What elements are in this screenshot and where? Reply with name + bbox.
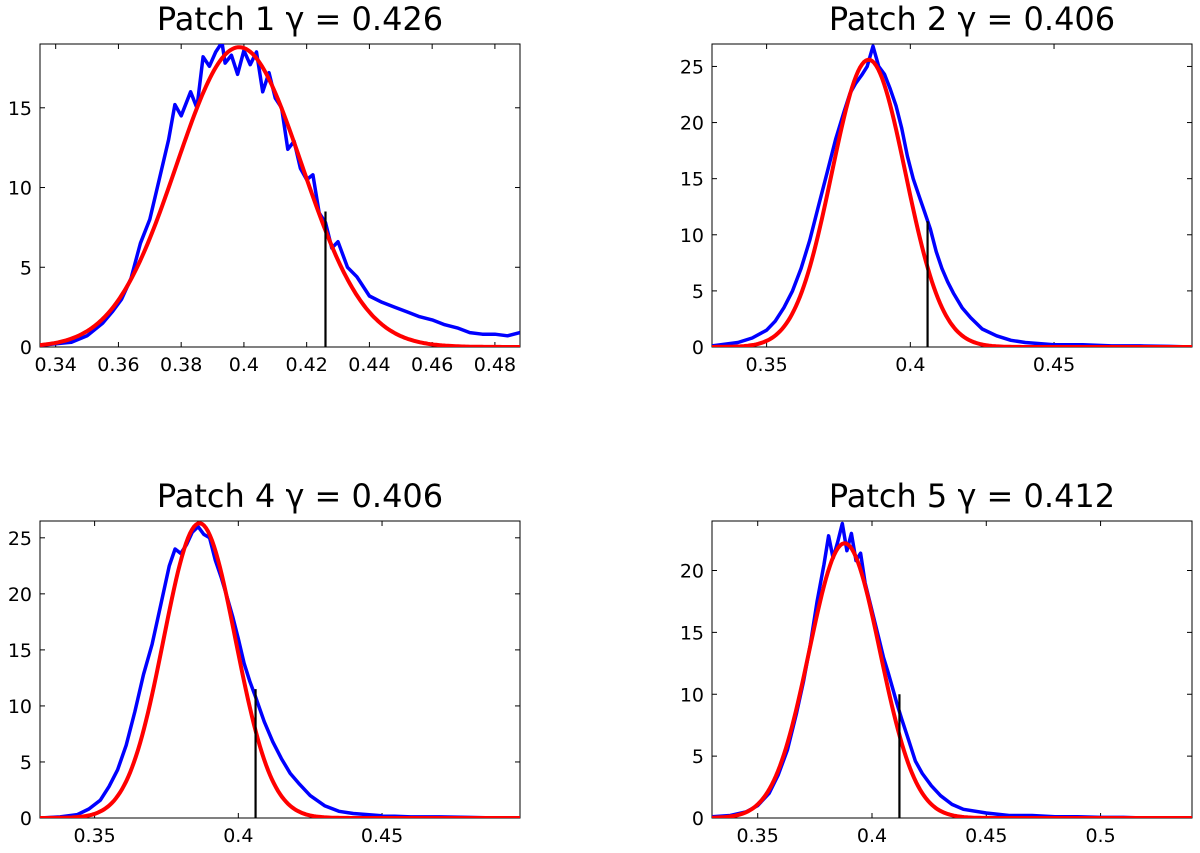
panel-2: Patch 2 γ = 0.406 0.35 0.4 0.45 0 5 10 15 20 25: [680, 0, 1193, 376]
axes-frame: [39, 520, 521, 819]
y-tick-label: 25: [680, 56, 704, 78]
x-tick-label: 0.34: [35, 354, 77, 376]
y-tick-label: 20: [680, 113, 704, 135]
y-tick-label: 25: [8, 528, 32, 550]
x-tick-label: 0.35: [745, 354, 787, 376]
y-tick-label: 10: [8, 696, 32, 718]
x-tick-label: 0.38: [160, 354, 202, 376]
y-tick-label: 15: [8, 98, 32, 120]
axes-frame: [711, 43, 1193, 348]
x-tick-label: 0.4: [895, 354, 925, 376]
x-tick-label: 0.35: [73, 825, 115, 847]
x-tick-label: 0.48: [474, 354, 516, 376]
panel-4: Patch 5 γ = 0.412 0.35 0.4 0.45 0.5 0 5 10 15 20: [680, 477, 1193, 847]
x-tick-label: 0.5: [1085, 825, 1115, 847]
gaussian-fit-line: [712, 541, 1192, 818]
x-tick-label: 0.4: [857, 825, 887, 847]
x-tick-label: 0.4: [223, 825, 253, 847]
x-tick-label: 0.45: [361, 825, 403, 847]
panel-1: Patch 1 γ = 0.426 0.34 0.36 0.38 0.4 0.42 0.44…: [8, 0, 521, 376]
histogram-line: [40, 44, 520, 347]
gaussian-fit-line: [712, 57, 1192, 347]
histogram-line: [712, 521, 1192, 818]
x-tick-label: 0.44: [348, 354, 390, 376]
panel-title: Patch 4 γ = 0.406: [157, 477, 443, 515]
y-tick-label: 15: [680, 169, 704, 191]
x-tick-label: 0.45: [965, 825, 1007, 847]
x-tick-label: 0.4: [229, 354, 259, 376]
gaussian-fit-line: [40, 45, 520, 347]
y-tick-label: 0: [692, 808, 704, 830]
x-tick-label: 0.46: [411, 354, 453, 376]
y-tick-label: 0: [20, 337, 32, 359]
y-tick-label: 10: [680, 684, 704, 706]
x-tick-label: 0.36: [97, 354, 139, 376]
panel-title: Patch 5 γ = 0.412: [829, 477, 1115, 515]
y-tick-label: 15: [8, 640, 32, 662]
y-tick-label: 5: [20, 752, 32, 774]
histogram-line: [712, 44, 1192, 347]
y-tick-label: 15: [680, 622, 704, 644]
y-tick-label: 5: [692, 281, 704, 303]
panel-3: Patch 4 γ = 0.406 0.35 0.4 0.45 0 5 10 15 20 25: [8, 477, 521, 847]
y-tick-label: 0: [692, 337, 704, 359]
x-tick-label: 0.45: [1033, 354, 1075, 376]
x-tick-label: 0.35: [737, 825, 779, 847]
y-tick-label: 10: [8, 178, 32, 200]
x-tick-label: 0.42: [286, 354, 328, 376]
y-tick-label: 10: [680, 225, 704, 247]
panel-title: Patch 2 γ = 0.406: [829, 0, 1115, 38]
axes-frame: [711, 520, 1193, 819]
y-tick-label: 20: [8, 584, 32, 606]
y-tick-label: 0: [20, 808, 32, 830]
axes-frame: [39, 43, 521, 348]
histogram-line: [40, 524, 520, 818]
panel-title: Patch 1 γ = 0.426: [157, 0, 443, 38]
gaussian-fit-line: [40, 521, 520, 818]
y-tick-label: 5: [20, 257, 32, 279]
y-tick-label: 5: [692, 746, 704, 768]
y-tick-label: 20: [680, 561, 704, 583]
